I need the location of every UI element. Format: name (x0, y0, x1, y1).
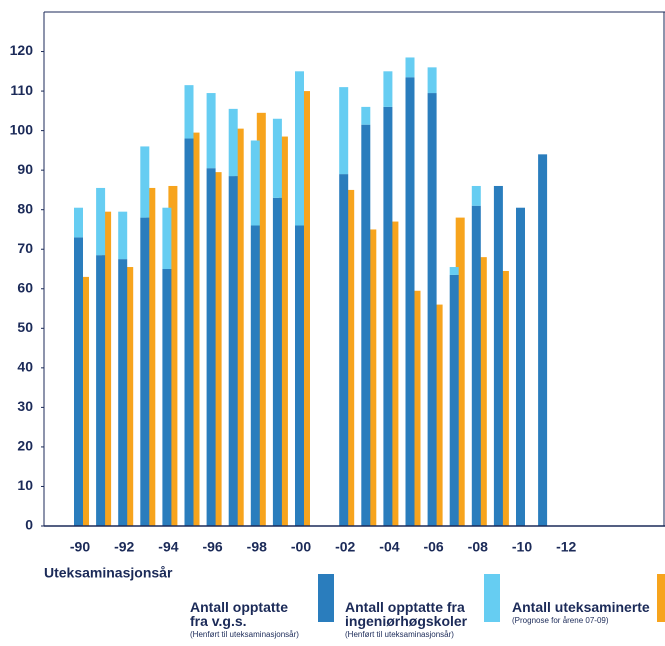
bar (162, 207, 172, 269)
legend-label: Antall opptatte fra ingeniørhøgskoler (345, 599, 468, 629)
bar (383, 71, 393, 107)
y-tick-label: 80 (17, 200, 33, 216)
y-tick-label: 70 (17, 240, 33, 256)
bar (124, 267, 134, 526)
bar (190, 132, 200, 527)
bar (405, 77, 415, 526)
bar (383, 106, 393, 527)
legend-entry: Antall opptatte fra v.g.s. (Henført til … (190, 600, 314, 639)
bar (471, 185, 481, 206)
bar (118, 211, 128, 260)
bar (455, 217, 465, 526)
bar (212, 172, 222, 526)
legend-label: Antall uteksaminerte (512, 599, 650, 615)
y-tick-label: 10 (17, 477, 33, 493)
bar (162, 269, 172, 526)
bar (493, 185, 503, 526)
bar (228, 176, 238, 527)
bar (516, 207, 525, 526)
bar (499, 270, 509, 526)
bar (228, 108, 238, 177)
bar (74, 237, 83, 526)
x-tick-label: -90 (70, 539, 90, 555)
y-tick-label: 90 (17, 161, 33, 177)
x-tick-label: -92 (114, 539, 134, 555)
legend-entry: Antall uteksaminerte (Prognose for årene… (512, 600, 657, 625)
bar (427, 93, 437, 527)
bar (477, 257, 487, 526)
bar (433, 304, 443, 526)
y-tick-label: 110 (10, 82, 33, 98)
bar (250, 225, 260, 526)
bar (168, 185, 178, 526)
bar (272, 197, 282, 527)
legend-swatch (318, 574, 334, 622)
legend-label: Antall opptatte fra v.g.s. (190, 599, 288, 629)
bar (96, 187, 106, 256)
bar (250, 140, 260, 226)
bar (449, 267, 459, 275)
legend-note: (Prognose for årene 07-09) (512, 616, 609, 625)
bar (411, 290, 421, 526)
bar (367, 229, 377, 526)
bar (361, 106, 371, 125)
x-tick-label: -96 (202, 539, 222, 555)
bar (345, 189, 355, 526)
bar (184, 85, 194, 139)
x-tick-label: -08 (468, 539, 488, 555)
bar (278, 136, 288, 527)
y-tick-label: 50 (17, 319, 33, 335)
legend-entry: Antall opptatte fra ingeniørhøgskoler (H… (345, 600, 481, 639)
x-tick-label: -04 (379, 539, 399, 555)
legend-note: (Henført til uteksaminasjonsår) (345, 630, 454, 639)
y-tick-label: 30 (17, 398, 33, 414)
x-tick-label: -10 (512, 539, 532, 555)
bar (301, 91, 310, 527)
y-tick-label: 40 (17, 359, 33, 375)
x-tick-label: -02 (335, 539, 355, 555)
bar (102, 211, 112, 526)
x-tick-label: -12 (556, 539, 576, 555)
bar (339, 87, 349, 175)
bar (256, 112, 266, 527)
bar (361, 124, 371, 526)
y-tick-label: 120 (10, 42, 34, 58)
bar (74, 207, 83, 238)
y-tick-label: 0 (25, 517, 33, 533)
bar (339, 174, 349, 526)
bar (140, 146, 150, 218)
bar (405, 57, 415, 78)
bar (389, 221, 399, 527)
bar (140, 217, 150, 526)
x-tick-label: -98 (247, 539, 267, 555)
bar (80, 276, 89, 526)
bar (118, 259, 128, 526)
y-tick-label: 60 (17, 279, 33, 295)
x-tick-label: -06 (423, 539, 443, 555)
bar (146, 187, 156, 526)
legend-swatch (657, 574, 665, 622)
legend-note: (Henført til uteksaminasjonsår) (190, 630, 299, 639)
legend-swatch (484, 574, 500, 622)
bar (206, 168, 216, 526)
x-tick-label: -94 (158, 539, 178, 555)
bar (234, 128, 244, 526)
bar (206, 93, 216, 169)
bar (272, 118, 282, 198)
bar (184, 138, 194, 526)
bar (538, 154, 548, 527)
bar (295, 225, 304, 526)
y-tick-label: 20 (17, 438, 33, 454)
bar (295, 71, 304, 226)
y-tick-label: 100 (10, 121, 34, 137)
bar (96, 255, 106, 526)
bar (449, 274, 459, 526)
x-axis-title: Uteksaminasjonsår (44, 565, 173, 581)
bar (471, 205, 481, 526)
x-tick-label: -00 (291, 539, 311, 555)
bar (427, 67, 437, 94)
